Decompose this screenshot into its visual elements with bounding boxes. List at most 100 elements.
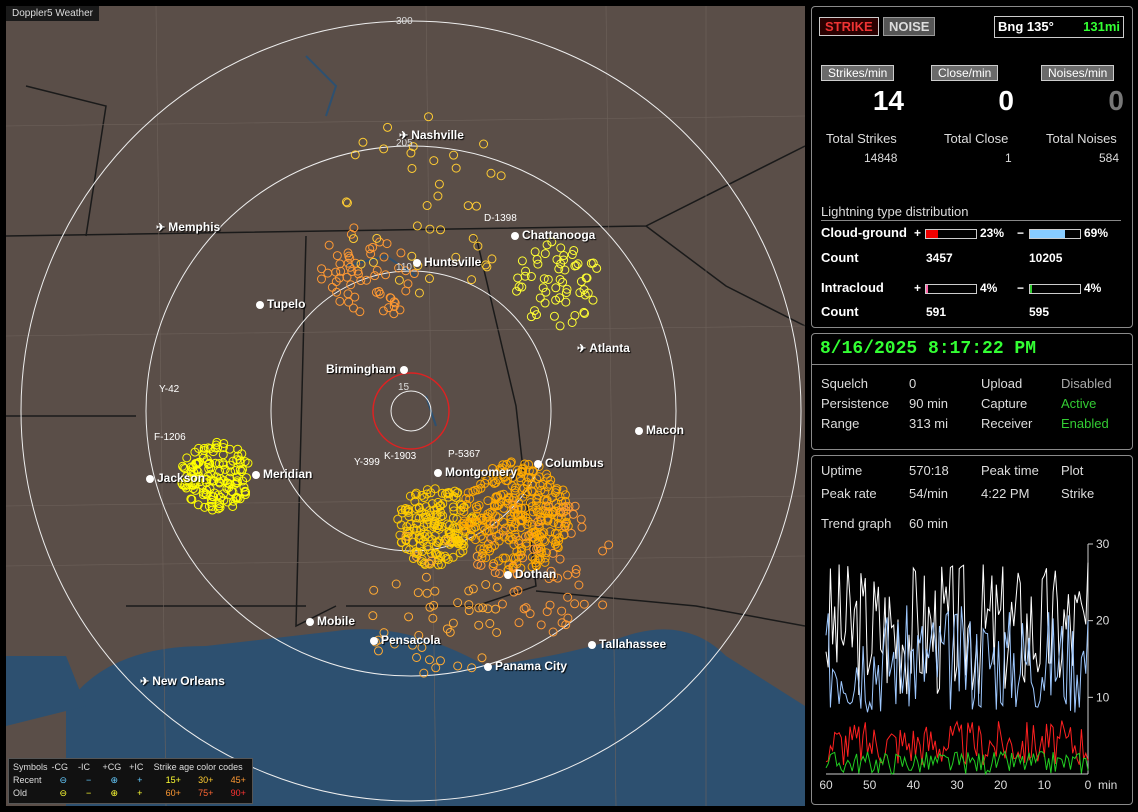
city-dot-icon [256, 300, 264, 309]
strike-marker [533, 517, 543, 527]
station-label[interactable]: Y-399 [354, 457, 380, 468]
strike-marker [424, 112, 434, 122]
strike-marker [407, 251, 417, 261]
squelch-value[interactable]: 0 [909, 376, 917, 391]
strike-marker [401, 531, 411, 541]
strike-marker [491, 493, 501, 503]
station-label[interactable]: F-1206 [154, 432, 186, 443]
strike-marker [504, 535, 514, 545]
strike-marker [514, 618, 524, 628]
strike-marker [459, 502, 469, 512]
counts-panel: STRIKE NOISE Bng 135° 131mi Strikes/min … [811, 6, 1133, 328]
cg-count-label: Count [821, 250, 859, 265]
strike-marker [434, 521, 444, 531]
strike-marker [481, 260, 491, 270]
ring-label-300: 300 [396, 16, 413, 27]
strike-marker [514, 535, 524, 545]
strike-marker [200, 502, 210, 512]
lightning-map[interactable]: 300 205 110 15 ✈ Nashville ✈ Memphis Chatt… [6, 6, 805, 806]
station-label[interactable]: Y-42 [159, 384, 180, 395]
total-close-value: 1 [1005, 151, 1012, 165]
city-panama-city[interactable]: Panama City [484, 659, 567, 673]
strike-marker [427, 535, 437, 545]
strike-marker [560, 490, 570, 500]
strike-marker [237, 449, 247, 459]
strike-marker [532, 544, 542, 554]
strike-marker [417, 642, 427, 652]
strike-marker [548, 627, 558, 637]
persistence-value[interactable]: 90 min [909, 396, 949, 411]
cg-positive-bar [925, 229, 977, 239]
strike-marker [485, 619, 495, 629]
city-dothan[interactable]: Dothan [504, 567, 556, 581]
strike-marker [553, 573, 563, 583]
strike-marker [436, 500, 446, 510]
strike-marker [429, 520, 439, 530]
city-pensacola[interactable]: Pensacola [370, 633, 440, 647]
strike-button[interactable]: STRIKE [819, 17, 879, 36]
city-montgomery[interactable]: Montgomery [434, 465, 517, 479]
cg-label: Cloud-ground [821, 225, 907, 240]
receiver-status[interactable]: Enabled [1061, 416, 1109, 431]
strike-marker [496, 171, 506, 181]
strike-marker [347, 267, 357, 277]
strike-marker [496, 465, 506, 475]
strike-marker [435, 551, 445, 561]
strike-marker [379, 628, 389, 638]
x-unit-label: min [1098, 778, 1117, 792]
strike-marker [431, 549, 441, 559]
city-new-orleans[interactable]: ✈ New Orleans [140, 674, 225, 688]
city-macon[interactable]: Macon [635, 423, 684, 437]
strike-marker [372, 233, 382, 243]
plot-value[interactable]: Strike [1061, 486, 1095, 501]
city-jackson[interactable]: Jackson [146, 471, 205, 485]
strike-marker [543, 501, 553, 511]
station-label[interactable]: P-5367 [448, 449, 481, 460]
noise-button[interactable]: NOISE [883, 17, 936, 36]
strike-marker [604, 540, 614, 550]
airport-icon: ✈ [399, 130, 409, 142]
range-value[interactable]: 313 mi [909, 416, 949, 431]
city-memphis[interactable]: ✈ Memphis [156, 220, 221, 234]
city-dot-icon [370, 636, 378, 645]
trend-value[interactable]: 60 min [909, 516, 949, 531]
station-label[interactable]: D-1398 [484, 213, 517, 224]
ic-label: Intracloud [821, 280, 884, 295]
strike-marker [527, 562, 537, 572]
strike-marker [335, 259, 345, 269]
city-atlanta[interactable]: ✈ Atlanta [577, 341, 630, 355]
city-mobile[interactable]: Mobile [306, 614, 355, 628]
strike-marker [548, 548, 558, 558]
strike-marker [472, 551, 482, 561]
ic-negative-bar [1029, 284, 1081, 294]
city-meridian[interactable]: Meridian [252, 467, 312, 481]
strike-marker [522, 480, 532, 490]
strike-marker [413, 588, 423, 598]
strike-marker [542, 240, 552, 250]
strike-marker [204, 459, 214, 469]
strike-marker [180, 481, 190, 491]
strike-marker [526, 312, 536, 322]
upload-status[interactable]: Disabled [1061, 376, 1112, 391]
city-birmingham[interactable]: Birmingham [326, 362, 411, 376]
strike-marker [514, 282, 524, 292]
city-nashville[interactable]: ✈ Nashville [399, 128, 464, 142]
city-chattanooga[interactable]: Chattanooga [511, 228, 595, 242]
strike-marker [430, 586, 440, 596]
strike-marker [457, 539, 467, 549]
city-tallahassee[interactable]: Tallahassee [588, 637, 666, 651]
city-tupelo[interactable]: Tupelo [256, 297, 305, 311]
city-columbus[interactable]: Columbus [534, 456, 604, 470]
city-dot-icon [413, 258, 421, 267]
strike-marker [207, 497, 217, 507]
strike-marker [509, 540, 519, 550]
strike-marker [350, 150, 360, 160]
strike-marker [554, 536, 564, 546]
y-tick-label: 10 [1096, 690, 1110, 704]
city-huntsville[interactable]: Huntsville [413, 255, 481, 269]
strike-marker [513, 273, 523, 283]
station-label[interactable]: K-1903 [384, 451, 417, 462]
strike-marker [327, 282, 337, 292]
capture-status[interactable]: Active [1061, 396, 1097, 411]
strike-marker [424, 274, 434, 284]
